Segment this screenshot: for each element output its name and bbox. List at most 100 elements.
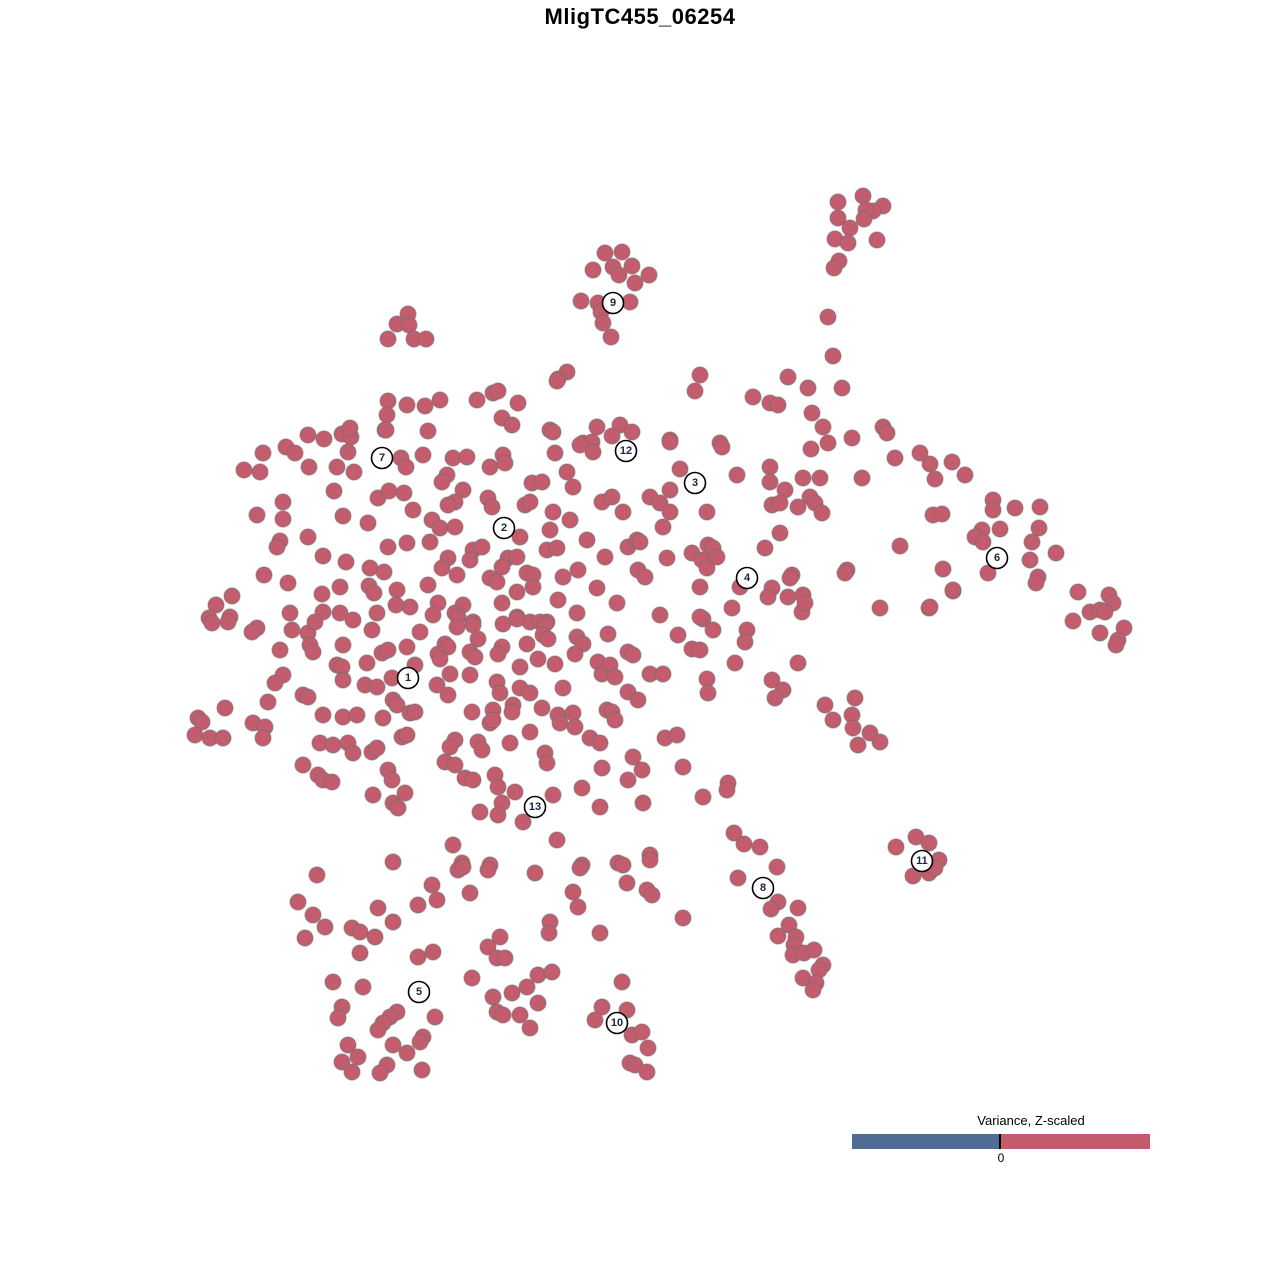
data-point xyxy=(610,266,628,284)
data-point xyxy=(855,210,873,228)
data-point xyxy=(186,726,204,744)
cluster-label-text: 7 xyxy=(379,452,385,464)
data-point xyxy=(397,458,415,476)
data-point xyxy=(841,219,859,237)
data-point xyxy=(329,1009,347,1027)
data-point xyxy=(674,758,692,776)
data-point xyxy=(726,654,744,672)
data-point xyxy=(466,648,484,666)
data-point xyxy=(634,794,652,812)
data-point xyxy=(508,610,526,628)
data-point xyxy=(289,893,307,911)
data-point xyxy=(471,803,489,821)
data-point xyxy=(414,446,432,464)
cluster-label-circle xyxy=(407,980,431,1004)
data-point xyxy=(491,684,509,702)
data-point xyxy=(503,984,521,1002)
data-point xyxy=(761,473,779,491)
data-point xyxy=(921,455,939,473)
data-point xyxy=(496,949,514,967)
data-point xyxy=(349,1048,367,1066)
data-point xyxy=(488,573,506,591)
data-point xyxy=(484,711,502,729)
data-point xyxy=(1021,551,1039,569)
data-point xyxy=(369,899,387,917)
data-point xyxy=(406,703,424,721)
data-point xyxy=(521,493,539,511)
data-point xyxy=(539,630,557,648)
data-point xyxy=(538,754,556,772)
data-point xyxy=(424,943,442,961)
data-point xyxy=(383,771,401,789)
data-point xyxy=(661,503,679,521)
data-point xyxy=(324,736,342,754)
cluster-label-10: 10 xyxy=(605,1011,629,1035)
data-point xyxy=(441,665,459,683)
data-point xyxy=(363,621,381,639)
data-point xyxy=(344,744,362,762)
data-point xyxy=(1027,574,1045,592)
data-point xyxy=(1047,544,1065,562)
data-point xyxy=(511,1006,529,1024)
data-point xyxy=(868,231,886,249)
data-point xyxy=(654,665,672,683)
data-point xyxy=(661,433,679,451)
data-point xyxy=(419,576,437,594)
data-point xyxy=(484,988,502,1006)
data-point xyxy=(769,396,787,414)
data-point xyxy=(375,563,393,581)
cluster-label-text: 10 xyxy=(611,1017,623,1029)
data-point xyxy=(756,539,774,557)
data-point xyxy=(473,741,491,759)
data-point xyxy=(533,699,551,717)
data-point xyxy=(789,498,807,516)
data-point xyxy=(803,404,821,422)
data-point xyxy=(566,718,584,736)
data-point xyxy=(255,566,273,584)
data-point xyxy=(413,1061,431,1079)
data-point xyxy=(409,896,427,914)
data-point xyxy=(423,876,441,894)
cluster-label-9: 9 xyxy=(601,291,625,315)
cluster-label-circle xyxy=(751,876,775,900)
data-point xyxy=(416,397,434,415)
data-point xyxy=(479,861,497,879)
data-point xyxy=(521,1019,539,1037)
data-point xyxy=(398,534,416,552)
data-point xyxy=(836,564,854,582)
data-point xyxy=(308,866,326,884)
data-point xyxy=(314,706,332,724)
data-point xyxy=(566,645,584,663)
data-point xyxy=(368,739,386,757)
data-point xyxy=(564,478,582,496)
data-point xyxy=(691,578,709,596)
cluster-label-circle xyxy=(601,291,625,315)
cluster-label-circle xyxy=(910,849,934,873)
data-point xyxy=(351,923,369,941)
data-point xyxy=(926,470,944,488)
data-point xyxy=(779,368,797,386)
data-point xyxy=(419,422,437,440)
data-point xyxy=(235,461,253,479)
data-point xyxy=(736,633,754,651)
data-point xyxy=(395,484,413,502)
data-point xyxy=(511,658,529,676)
data-point xyxy=(354,978,372,996)
data-point xyxy=(365,584,383,602)
data-point xyxy=(300,458,318,476)
data-point xyxy=(636,568,654,586)
data-point xyxy=(315,430,333,448)
data-point xyxy=(603,488,621,506)
data-point xyxy=(751,838,769,856)
data-point xyxy=(921,598,939,616)
data-point xyxy=(771,524,789,542)
data-point xyxy=(613,973,631,991)
data-point xyxy=(854,187,872,205)
data-point xyxy=(546,655,564,673)
data-point xyxy=(489,645,507,663)
data-point xyxy=(674,909,692,927)
data-point xyxy=(944,581,962,599)
cluster-label-circle xyxy=(396,666,420,690)
data-point xyxy=(248,506,266,524)
